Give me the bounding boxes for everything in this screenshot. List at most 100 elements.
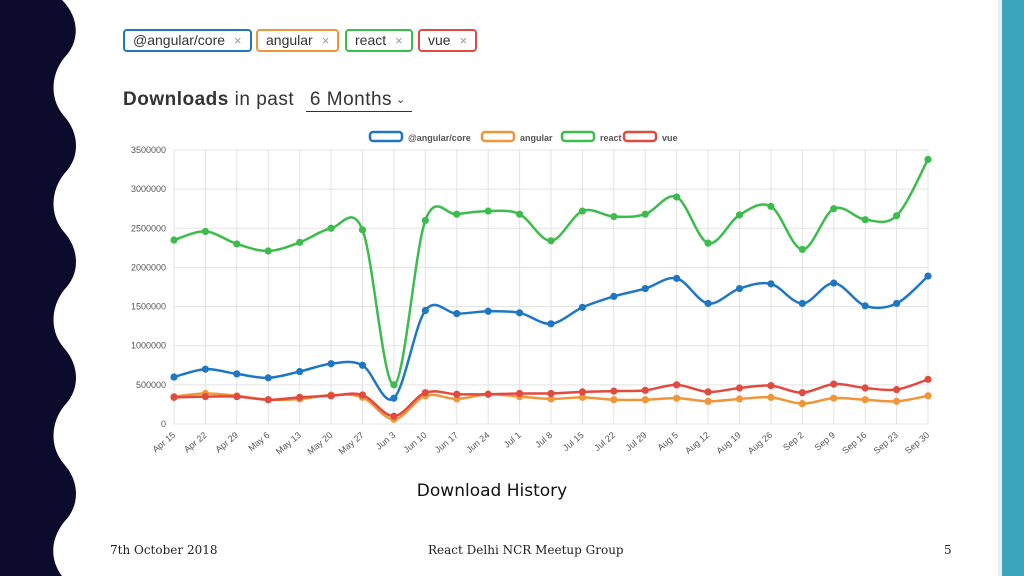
data-point-angular <box>610 396 618 404</box>
data-point-angularcore <box>358 361 367 369</box>
data-point-vue <box>892 385 901 394</box>
heading-rest: in past <box>234 89 295 110</box>
data-point-react <box>673 193 681 201</box>
data-point-vue <box>735 384 744 392</box>
data-point-angular <box>735 395 744 403</box>
data-point-vue <box>924 375 932 383</box>
data-point-angularcore <box>704 299 712 308</box>
data-point-vue <box>390 412 398 420</box>
x-tick-label: Apr 15 <box>151 430 178 455</box>
x-tick-label: Jul 22 <box>592 430 617 453</box>
data-point-react <box>264 247 272 255</box>
data-point-angular <box>798 400 806 408</box>
data-point-angular <box>547 395 555 403</box>
data-point-angularcore <box>264 374 272 382</box>
right-accent-bar <box>1002 0 1024 576</box>
data-point-react <box>830 205 838 213</box>
data-point-angular <box>892 397 901 405</box>
data-point-vue <box>547 389 555 398</box>
data-point-react <box>358 226 367 234</box>
data-point-react <box>735 211 744 219</box>
data-point-react <box>453 210 461 218</box>
x-tick-label: May 13 <box>274 430 303 457</box>
data-point-react <box>798 245 806 254</box>
data-point-angularcore <box>924 272 932 280</box>
data-point-angularcore <box>578 303 587 311</box>
data-point-react <box>892 212 901 220</box>
x-tick-label: Aug 5 <box>655 430 679 453</box>
downloads-heading: Downloads in past 6 Months ⌄ <box>123 89 412 112</box>
data-point-react <box>421 216 429 225</box>
data-point-react <box>924 155 932 163</box>
page-number: 5 <box>944 543 952 557</box>
data-point-vue <box>767 382 775 390</box>
data-point-angular <box>673 394 681 402</box>
data-point-react <box>327 224 335 232</box>
package-tag-angular[interactable]: angular × <box>256 29 340 52</box>
data-point-angularcore <box>484 307 492 315</box>
data-point-angularcore <box>861 302 869 310</box>
data-point-vue <box>830 380 838 388</box>
data-point-angularcore <box>327 360 335 368</box>
y-tick-label: 0 <box>161 419 166 429</box>
x-tick-label: May 20 <box>305 430 334 457</box>
footer-date: 7th October 2018 <box>110 543 218 557</box>
y-tick-label: 3000000 <box>131 184 166 194</box>
y-tick-label: 3500000 <box>131 145 166 155</box>
data-point-vue <box>296 393 304 401</box>
x-tick-label: Apr 29 <box>213 430 240 455</box>
data-point-react <box>296 238 304 246</box>
data-point-angularcore <box>233 370 241 378</box>
data-point-angular <box>578 393 587 401</box>
data-point-angular <box>641 396 649 404</box>
data-point-angular <box>924 392 932 400</box>
data-point-angularcore <box>453 310 461 318</box>
close-icon[interactable]: × <box>234 33 242 48</box>
data-point-react <box>547 237 555 245</box>
right-accent-light <box>998 0 1002 576</box>
package-tag-react[interactable]: react × <box>345 29 413 52</box>
data-point-angularcore <box>201 365 210 373</box>
data-point-react <box>201 227 210 236</box>
x-tick-label: Apr 22 <box>182 430 209 455</box>
x-tick-label: Jun 3 <box>374 430 397 452</box>
data-point-angularcore <box>798 299 806 308</box>
legend-label: angular <box>520 133 553 143</box>
data-point-vue <box>327 392 335 400</box>
data-point-angularcore <box>673 274 681 282</box>
legend-label: vue <box>662 133 678 143</box>
data-point-vue <box>358 391 367 399</box>
close-icon[interactable]: × <box>395 33 403 48</box>
data-point-react <box>704 239 712 247</box>
package-tag-angularcore[interactable]: @angular/core × <box>123 29 252 52</box>
period-value: 6 Months <box>309 89 393 110</box>
package-tag-label: angular <box>266 32 313 48</box>
data-point-react <box>641 210 649 218</box>
x-tick-label: Sep 30 <box>903 430 931 456</box>
x-tick-label: May 6 <box>246 430 271 453</box>
data-point-vue <box>453 390 461 398</box>
data-point-angularcore <box>421 306 429 315</box>
close-icon[interactable]: × <box>321 33 330 48</box>
period-dropdown[interactable]: 6 Months ⌄ <box>305 89 412 112</box>
y-tick-label: 1000000 <box>131 341 166 351</box>
chevron-down-icon: ⌄ <box>396 94 406 107</box>
x-tick-label: Jul 29 <box>624 430 649 453</box>
npm-trends-panel: @angular/core × angular × react × vue × Downloa… <box>106 26 952 464</box>
data-point-react <box>484 207 492 215</box>
x-tick-label: Jun 10 <box>401 430 428 455</box>
data-point-react <box>861 216 869 224</box>
legend-swatch <box>560 130 596 143</box>
data-point-angularcore <box>515 309 524 317</box>
data-point-angularcore <box>170 373 178 381</box>
data-point-vue <box>484 390 492 398</box>
figure-caption: Download History <box>416 481 568 501</box>
data-point-vue <box>861 384 869 392</box>
close-icon[interactable]: × <box>459 33 468 48</box>
data-point-angularcore <box>547 320 555 328</box>
x-tick-label: Sep 16 <box>840 430 868 456</box>
x-tick-label: Sep 9 <box>813 430 837 453</box>
x-tick-label: Aug 12 <box>683 430 711 456</box>
x-tick-label: Jul 15 <box>561 430 586 453</box>
package-tag-vue[interactable]: vue × <box>418 29 478 52</box>
